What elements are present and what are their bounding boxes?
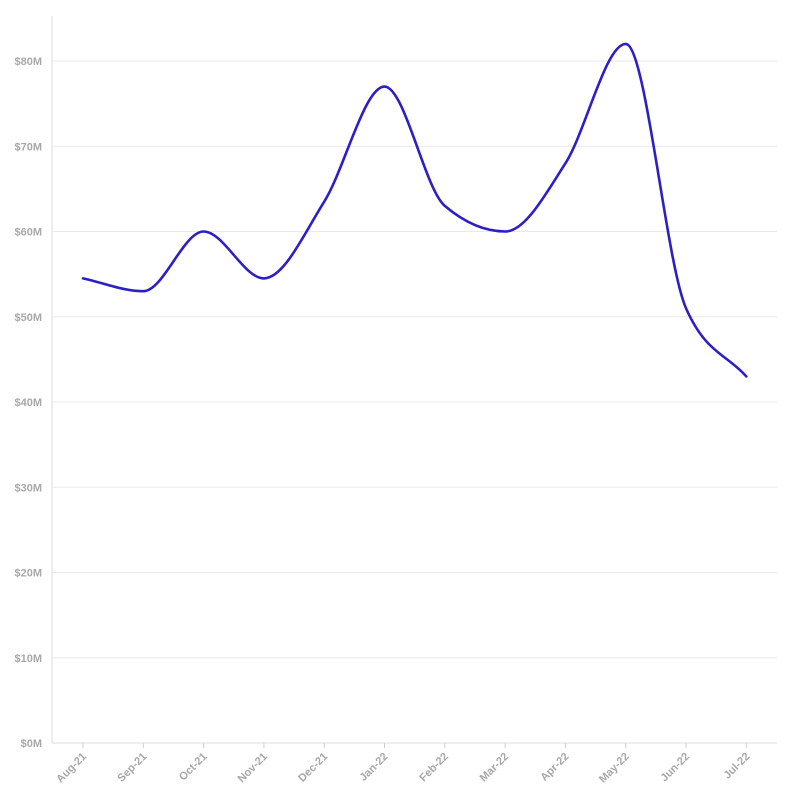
y-tick-label: $30M	[14, 482, 42, 494]
x-tick-label: Mar-22	[478, 751, 512, 785]
y-tick-label: $20M	[14, 568, 42, 580]
x-tick-label: Aug-21	[54, 751, 89, 786]
x-tick-label: Jul-22	[721, 751, 752, 782]
grid-lines	[52, 60, 777, 659]
y-tick-label: $70M	[14, 141, 42, 153]
x-tick-label: Jan-22	[357, 751, 390, 784]
x-tick-label: Oct-21	[177, 751, 210, 784]
y-tick-label: $80M	[14, 56, 42, 68]
x-tick-label: Apr-22	[538, 751, 571, 784]
y-axis-tick-labels: $0M $10M $20M $30M $40M $50M $60M $70M $80M	[14, 56, 42, 750]
x-tick-label: Jun-22	[659, 751, 693, 785]
y-tick-label: $40M	[14, 397, 42, 409]
series-layer	[81, 42, 748, 378]
x-tick-label: Dec-21	[296, 751, 330, 785]
x-tick-label: Feb-22	[417, 751, 451, 785]
x-tick-label: May-22	[597, 751, 632, 786]
y-tick-label: $50M	[14, 312, 42, 324]
x-tick-label: Nov-21	[236, 751, 270, 785]
axes	[51, 16, 777, 748]
y-tick-label: $10M	[14, 653, 42, 665]
y-tick-label: $0M	[21, 738, 42, 750]
y-tick-label: $60M	[14, 227, 42, 239]
series-line	[81, 42, 748, 378]
x-axis-tick-labels: Aug-21 Sep-21 Oct-21 Nov-21 Dec-21 Jan-22 Feb-…	[54, 751, 752, 786]
x-tick-label: Sep-21	[115, 751, 149, 785]
